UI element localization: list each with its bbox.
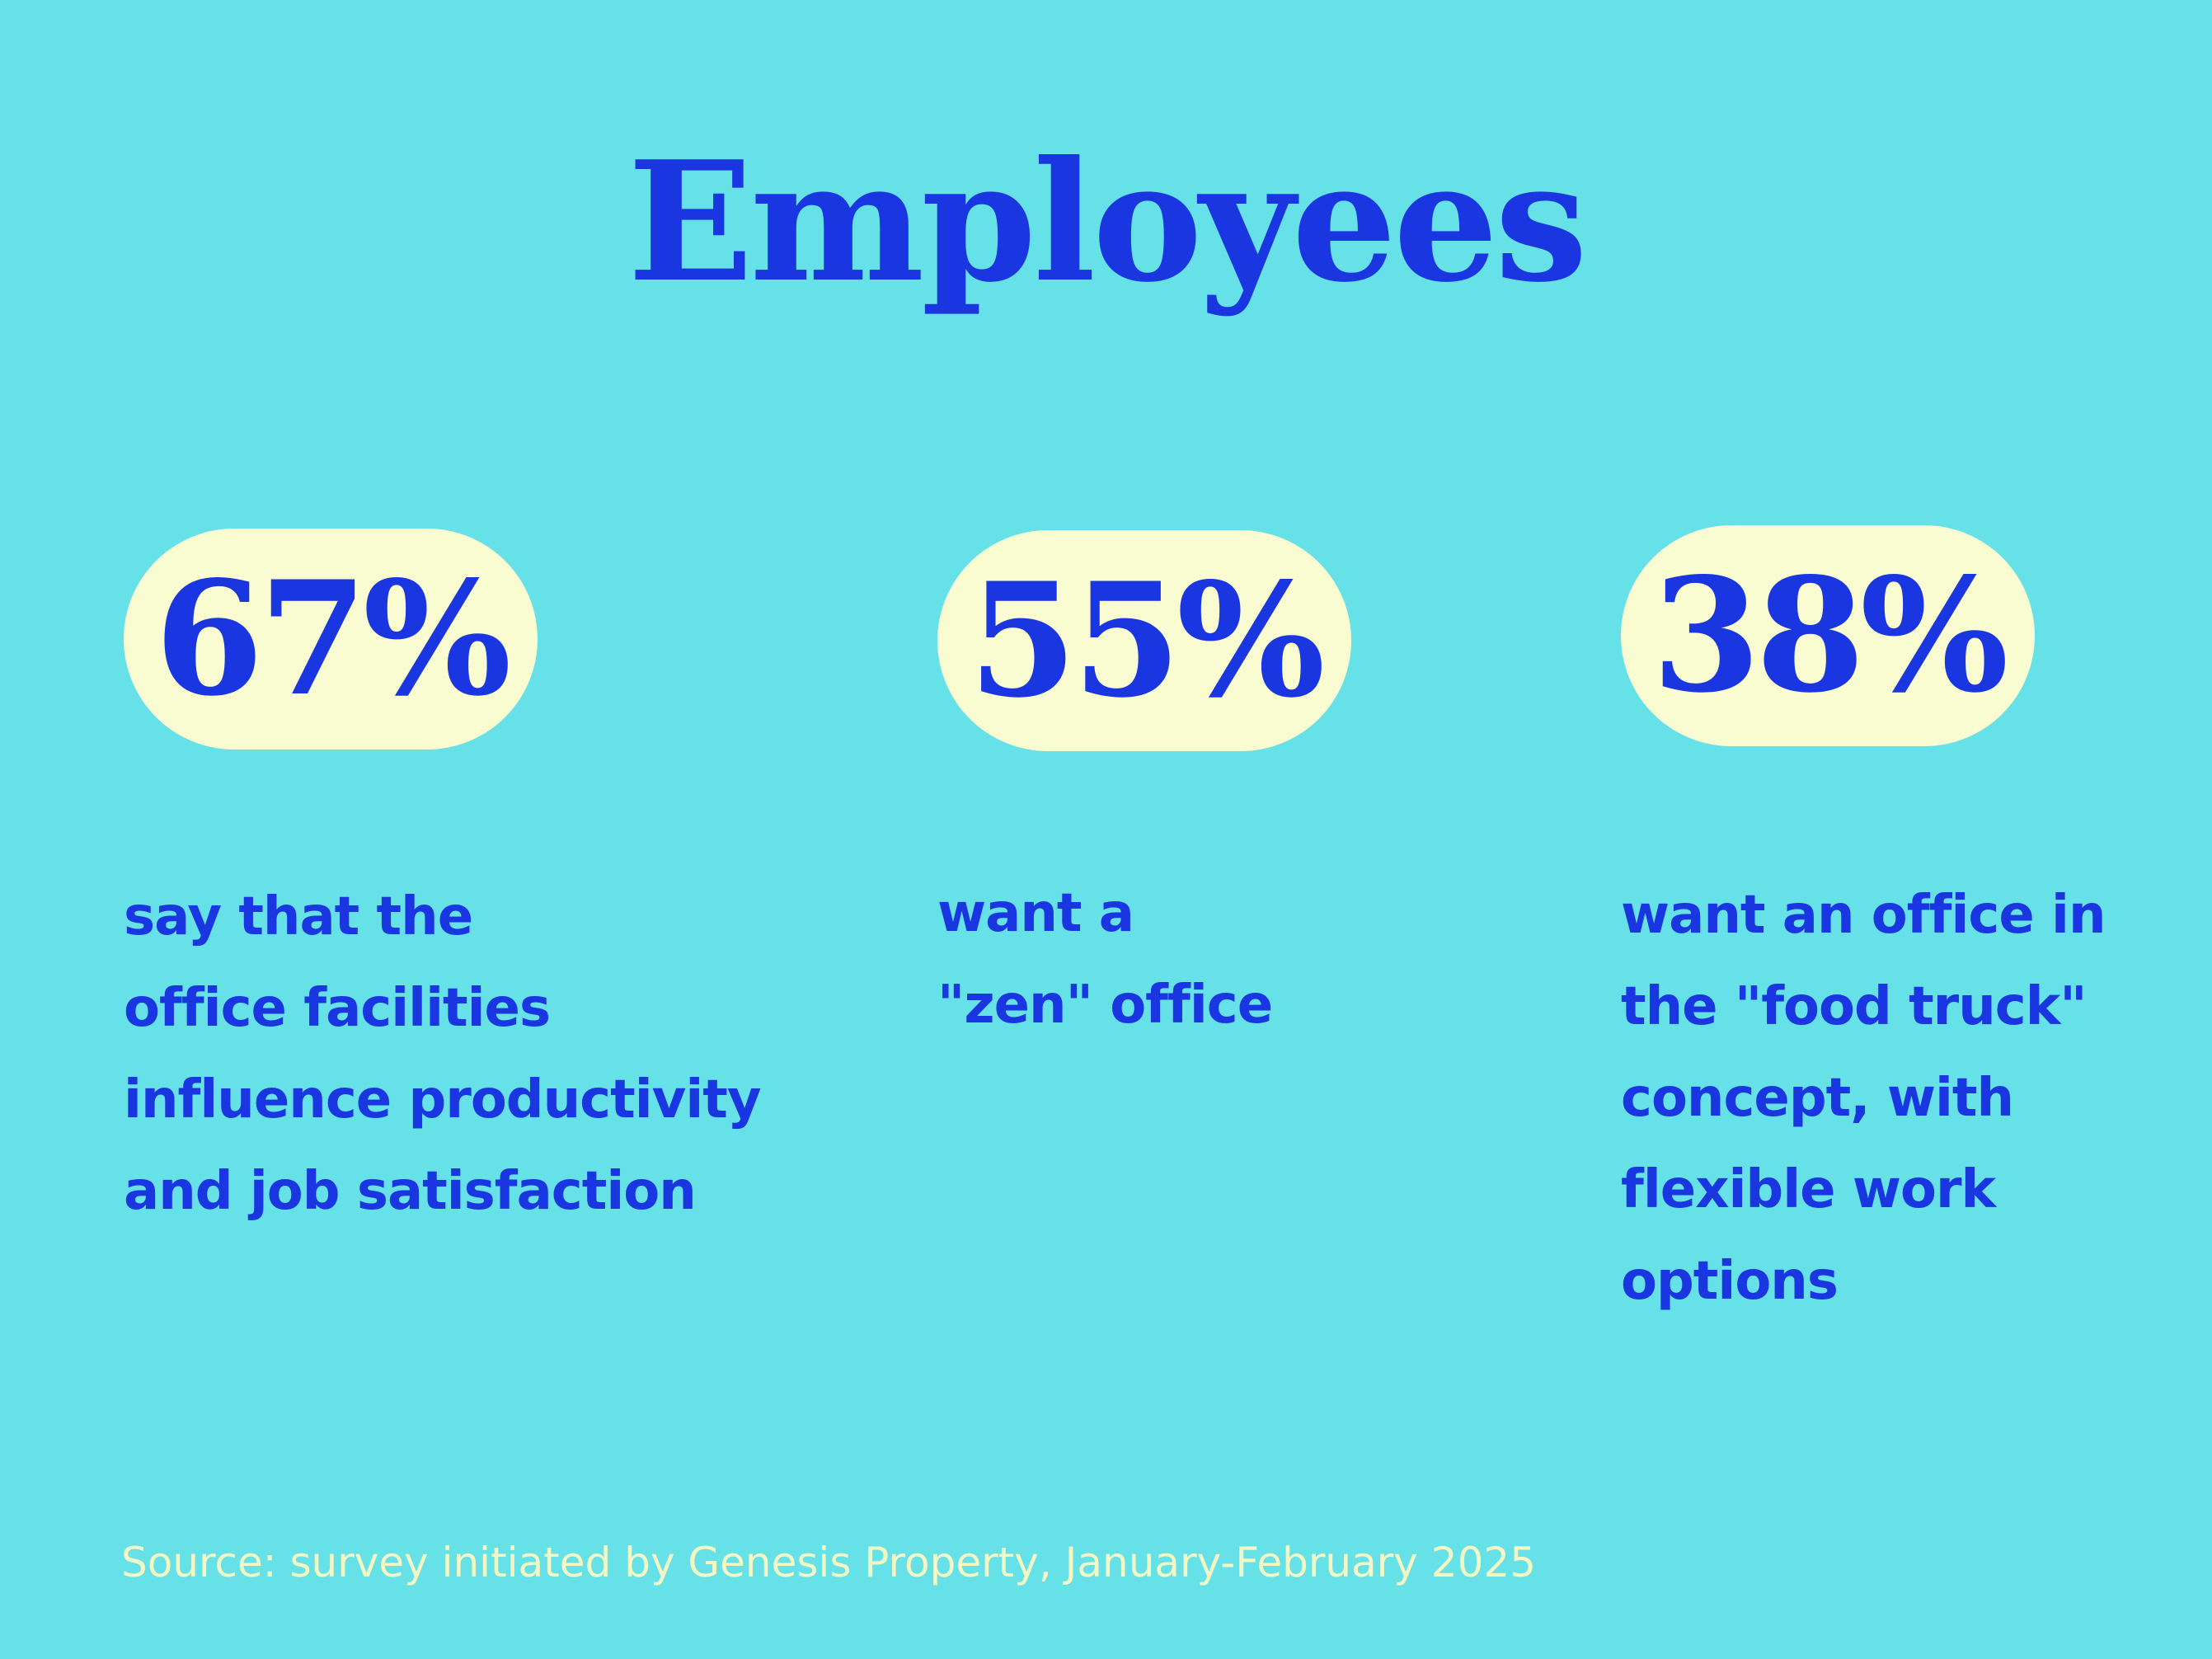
- stat-value-badge: 67%: [124, 529, 538, 750]
- stat-value-badge: 38%: [1621, 525, 2035, 746]
- page-title: Employees: [627, 125, 1588, 319]
- stat-card-3: 38% want an office in the "food truck" c…: [1621, 525, 2181, 1328]
- stat-description: say that the office facilities influence…: [124, 886, 762, 1222]
- stat-value-badge: 55%: [937, 530, 1351, 751]
- stat-card-2: 55% want a "zen" office: [937, 530, 1597, 1051]
- stat-description: want a "zen" office: [937, 883, 1273, 1036]
- source-note: Source: survey initiated by Genesis Prop…: [121, 1539, 1537, 1586]
- stat-description: want an office in the "food truck" conce…: [1621, 885, 2106, 1312]
- stat-card-1: 67% say that the office facilities influ…: [124, 529, 783, 1238]
